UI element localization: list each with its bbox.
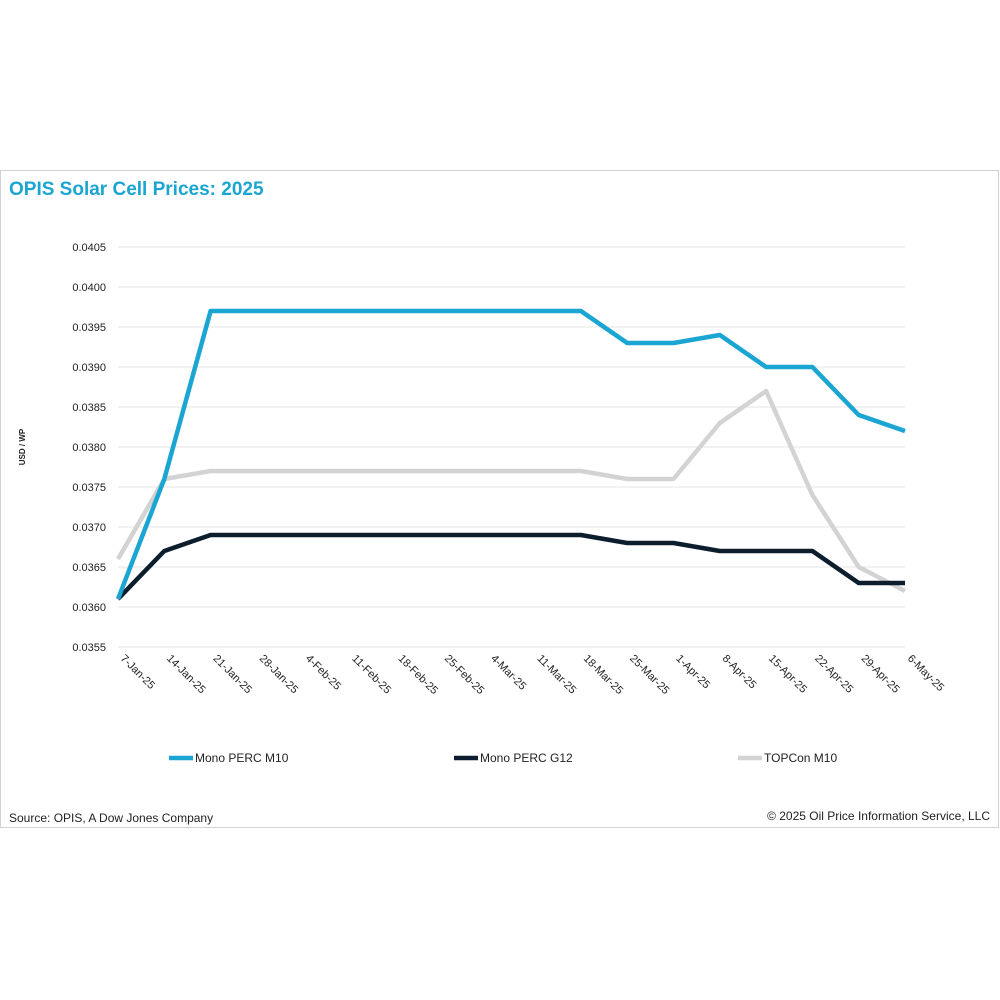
x-tick-label: 21-Jan-25: [210, 653, 254, 697]
y-tick-label: 0.0360: [72, 602, 106, 614]
x-tick-label: 4-Feb-25: [303, 653, 343, 693]
x-tick-label: 25-Mar-25: [627, 653, 671, 697]
y-tick-label: 0.0375: [72, 482, 106, 494]
x-tick-label: 6-May-25: [905, 653, 946, 694]
x-tick-label: 18-Feb-25: [396, 653, 440, 697]
y-tick-label: 0.0400: [72, 282, 106, 294]
x-tick-label: 22-Apr-25: [812, 653, 855, 696]
x-tick-label: 11-Feb-25: [349, 653, 393, 697]
legend-label: Mono PERC M10: [195, 751, 289, 765]
x-tick-label: 4-Mar-25: [488, 653, 528, 693]
y-tick-label: 0.0365: [72, 562, 106, 574]
legend-label: TOPCon M10: [764, 751, 837, 765]
line-chart: 0.0355 0.0360 0.0365 0.0370 0.0375 0.0380 0.03…: [18, 242, 946, 765]
series-line-topcon-m10: [116, 388, 907, 593]
source-note: Source: OPIS, A Dow Jones Company: [9, 811, 214, 825]
y-tick-label: 0.0395: [72, 322, 106, 334]
y-tick-label: 0.0390: [72, 362, 106, 374]
y-tick-label: 0.0355: [72, 642, 106, 654]
series-line-mono-perc-m10: [115, 308, 906, 600]
x-tick-label: 1-Apr-25: [673, 653, 712, 692]
y-tick-label: 0.0370: [72, 522, 106, 534]
x-tick-label: 7-Jan-25: [118, 653, 157, 692]
y-tick-label: 0.0380: [72, 442, 106, 454]
x-tick-label: 18-Mar-25: [581, 653, 625, 697]
chart-title: OPIS Solar Cell Prices: 2025: [9, 179, 264, 200]
x-tick-label: 28-Jan-25: [257, 653, 301, 697]
y-axis-title: USD / WP: [18, 428, 27, 465]
x-tick-label: 8-Apr-25: [720, 653, 759, 692]
x-tick-label: 15-Apr-25: [766, 653, 809, 696]
legend-label: Mono PERC G12: [480, 751, 573, 765]
y-tick-label: 0.0405: [72, 242, 106, 254]
series-line-mono-perc-g12: [116, 532, 905, 601]
y-tick-label: 0.0385: [72, 402, 106, 414]
x-tick-label: 29-Apr-25: [859, 653, 902, 696]
copyright-note: © 2025 Oil Price Information Service, LL…: [767, 809, 990, 823]
x-tick-label: 11-Mar-25: [535, 653, 579, 697]
x-tick-label: 14-Jan-25: [164, 653, 208, 697]
chart-frame: OPIS Solar Cell Prices: 2025 0.0355 0.036…: [0, 170, 999, 828]
x-tick-label: 25-Feb-25: [442, 653, 486, 697]
